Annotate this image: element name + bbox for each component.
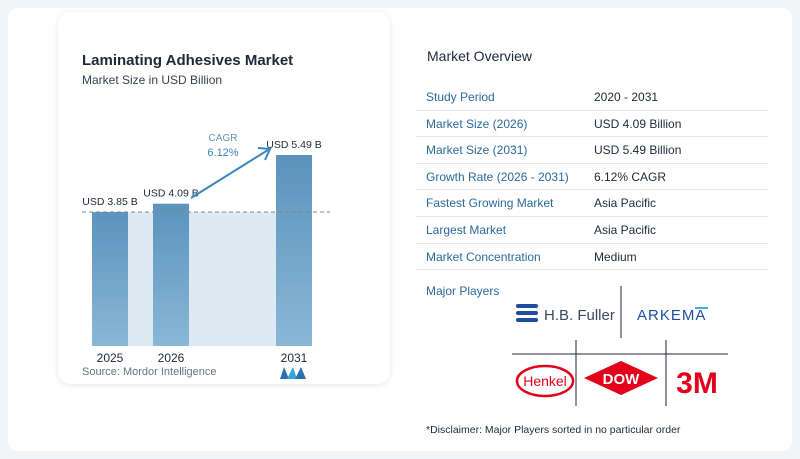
bar (92, 212, 128, 346)
overview-row-label: Market Concentration (426, 249, 541, 264)
major-players-title: Major Players (426, 284, 500, 298)
overview-row-value: USD 5.49 Billion (594, 143, 682, 158)
mordor-intelligence-logo-icon (280, 367, 306, 379)
overview-row-label: Largest Market (426, 222, 507, 237)
overview-row-label: Study Period (426, 90, 495, 104)
overview-row: Fastest Growing Market Asia Pacific (416, 190, 768, 217)
overview-row-value: Medium (594, 249, 637, 264)
overview-row-label: Market Size (2031) (426, 143, 528, 158)
arkema-logo: ARKEMA (637, 307, 708, 324)
hb-fuller-wordmark: H.B. Fuller (544, 307, 615, 324)
3m-wordmark: 3M (676, 367, 718, 400)
chart-subtitle: Market Size in USD Billion (82, 73, 223, 87)
bar-value-label: USD 4.09 B (143, 188, 198, 200)
overview-row-value: Asia Pacific (594, 222, 657, 237)
overview-row-value: USD 4.09 Billion (594, 116, 682, 131)
disclaimer-text: *Disclaimer: Major Players sorted in no … (426, 424, 681, 436)
cagr-value: 6.12% (207, 147, 238, 159)
henkel-wordmark: Henkel (523, 373, 567, 389)
market-overview-title: Market Overview (427, 48, 533, 64)
dow-wordmark: DOW (603, 371, 641, 388)
overview-row-value: 2020 - 2031 (594, 90, 659, 104)
source-text: Source: Mordor Intelligence (82, 366, 217, 378)
overview-row: Market Size (2026) USD 4.09 Billion (416, 111, 768, 138)
cagr-arrow-line (190, 149, 269, 199)
baseline-band (92, 212, 312, 346)
bar-value-label: USD 3.85 B (82, 196, 137, 208)
cagr-arrow-head (257, 147, 272, 161)
arkema-wordmark: ARKEMA (637, 307, 706, 324)
bar-value-label: USD 5.49 B (266, 139, 321, 151)
bar (276, 155, 312, 346)
cagr-label: CAGR (209, 133, 238, 144)
bar (153, 203, 189, 346)
overview-row-label: Fastest Growing Market (426, 196, 554, 211)
overview-row: Market Concentration Medium (416, 244, 768, 271)
x-tick-label: 2031 (281, 351, 308, 365)
overview-row: Market Size (2031) USD 5.49 Billion (416, 137, 768, 164)
x-tick-label: 2025 (97, 351, 124, 365)
overview-row-label: Market Size (2026) (426, 116, 528, 131)
hb-fuller-logo: H.B. Fuller (516, 304, 615, 324)
chart-title: Laminating Adhesives Market (82, 52, 294, 69)
dow-logo: DOW (584, 361, 658, 395)
market-overview-table: Study Period 2020 - 2031 Market Size (2026… (416, 84, 768, 271)
henkel-logo: Henkel (515, 364, 575, 398)
overview-row-value: 6.12% CAGR (594, 169, 667, 184)
overview-row-value: Asia Pacific (594, 196, 657, 211)
overview-row: Study Period 2020 - 2031 (416, 84, 768, 111)
overview-row: Growth Rate (2026 - 2031) 6.12% CAGR (416, 164, 768, 191)
bar-chart: USD 3.85 B USD 4.09 B USD 5.49 B 2025 2026 20… (82, 133, 330, 365)
3m-logo: 3M (676, 367, 718, 400)
chart-card: Laminating Adhesives Market Market Size … (58, 12, 390, 384)
x-tick-label: 2026 (158, 351, 185, 365)
overview-row: Largest Market Asia Pacific (416, 217, 768, 244)
overview-row-label: Growth Rate (2026 - 2031) (426, 169, 569, 184)
